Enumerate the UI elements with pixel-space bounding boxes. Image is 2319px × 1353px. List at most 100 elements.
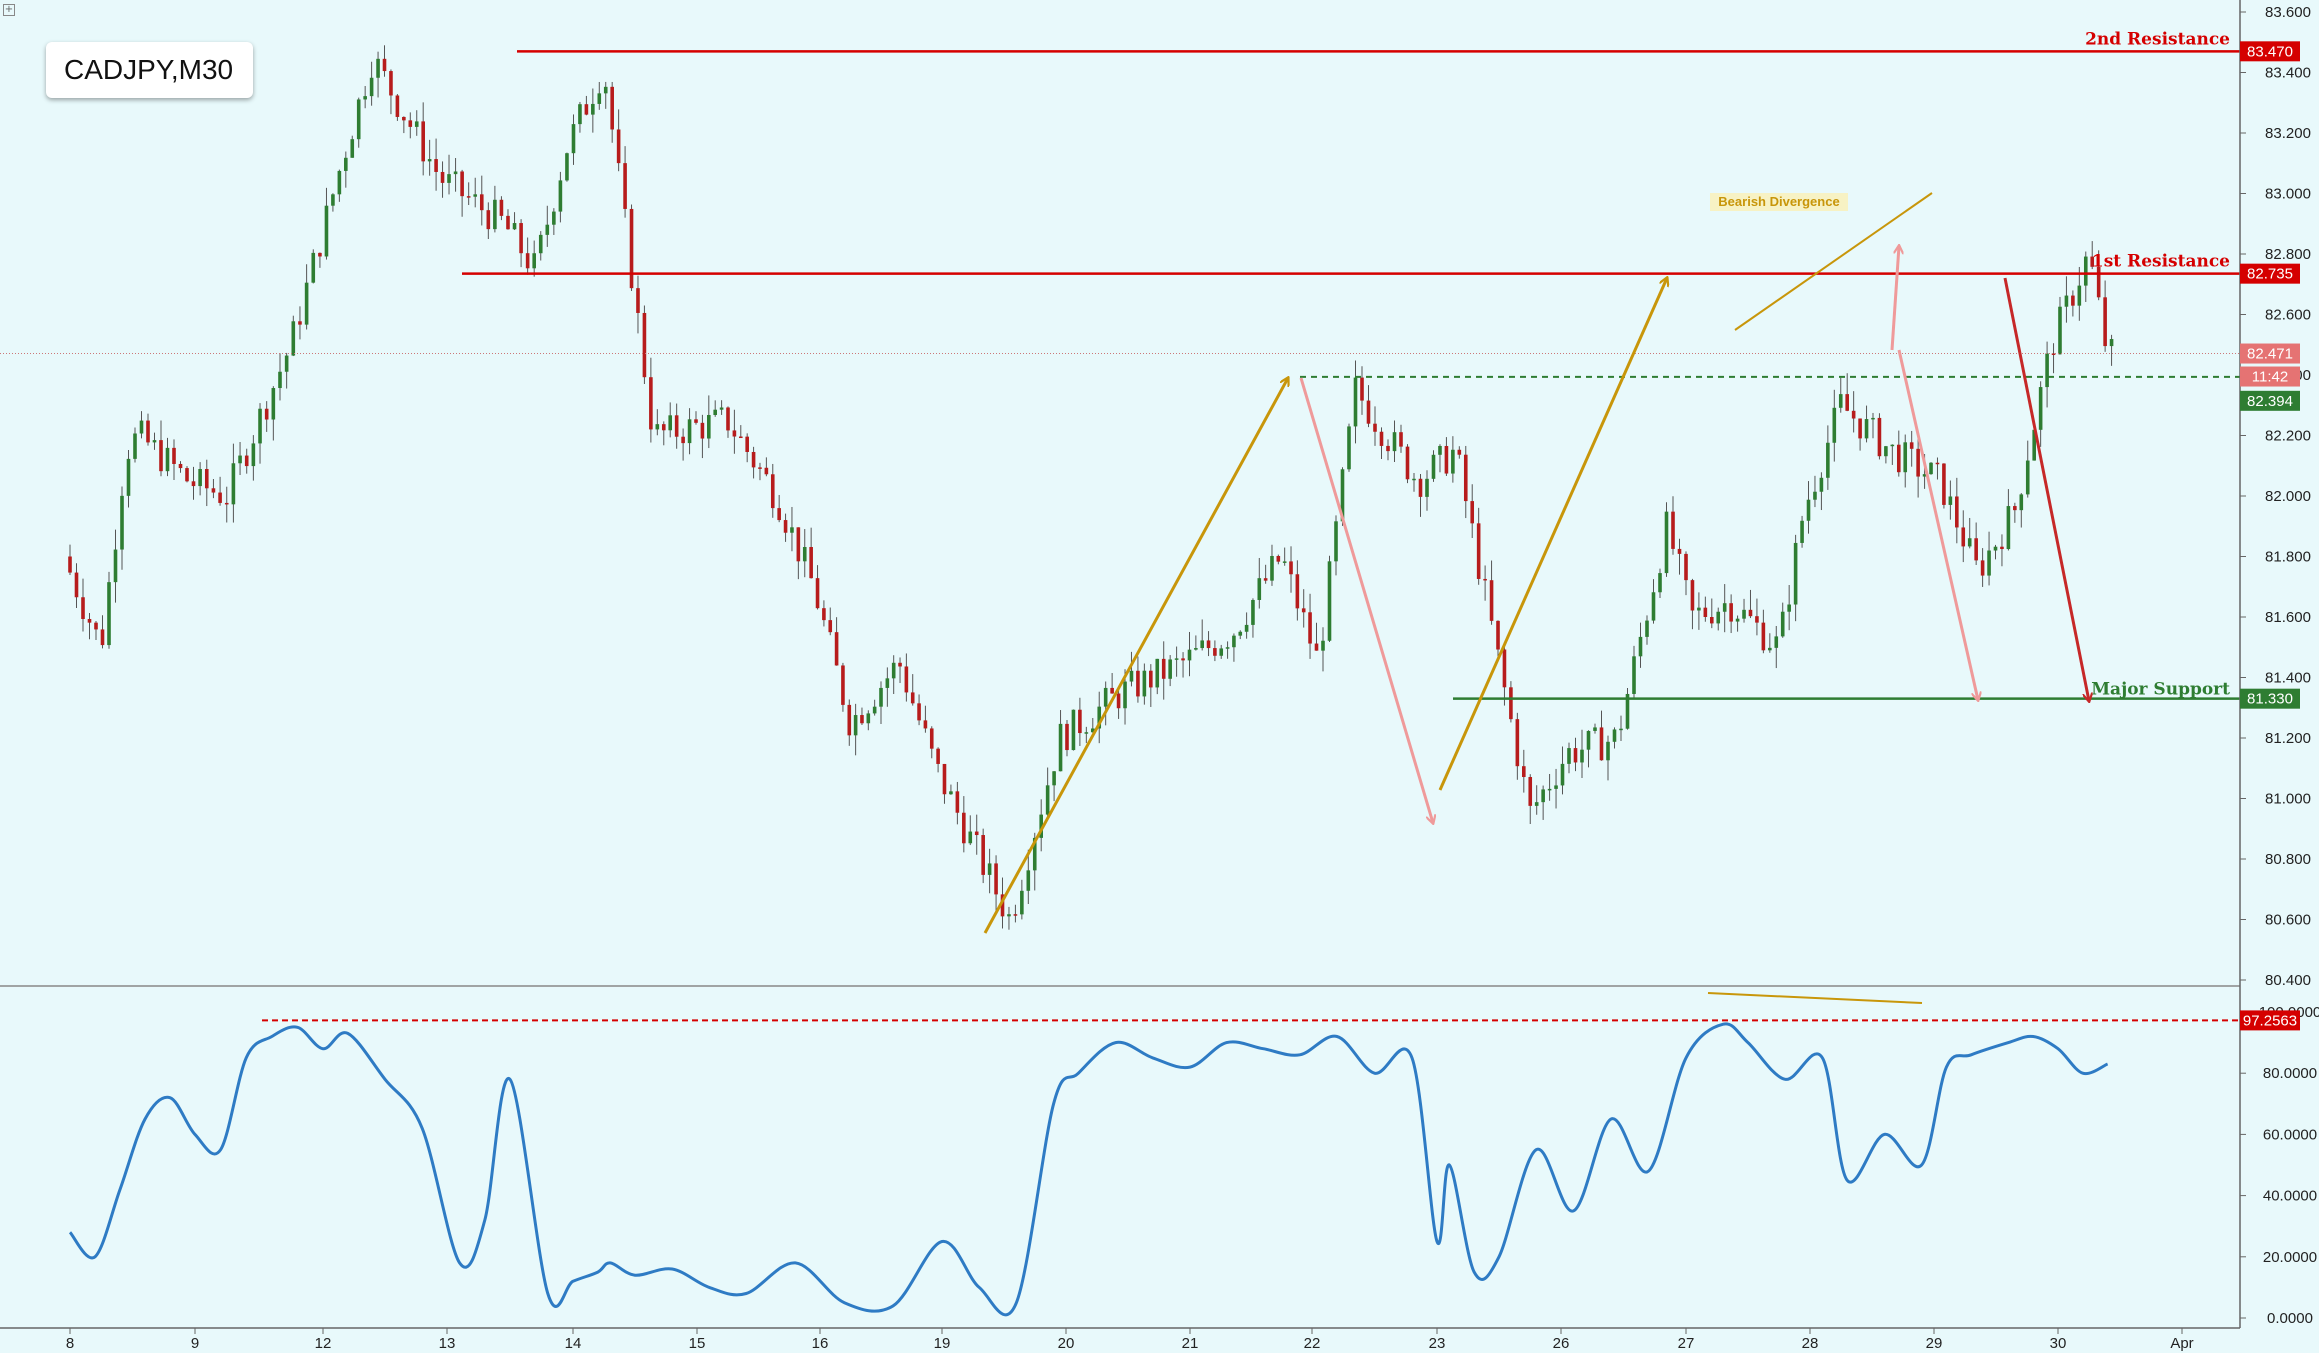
- price-tick-label: 81.400: [2265, 670, 2311, 687]
- oscillator-line: [68, 1022, 2109, 1317]
- price-tick-label: 80.400: [2265, 972, 2311, 989]
- up-arrow-2: [1438, 278, 1667, 791]
- candle-body: [642, 312, 647, 378]
- candle-body: [603, 86, 608, 94]
- candle-body: [2103, 297, 2107, 347]
- candle-body: [1955, 496, 1959, 528]
- candle-body: [146, 420, 150, 443]
- symbol-title[interactable]: CADJPY,M30: [46, 42, 254, 98]
- candle-body: [1257, 578, 1262, 600]
- candle-body: [1502, 649, 1507, 688]
- candle-body: [687, 419, 692, 444]
- down-arrow-1: [1299, 377, 1433, 823]
- candle-body: [1457, 449, 1462, 455]
- candle-body: [284, 355, 289, 372]
- candle-body: [271, 388, 276, 420]
- candlestick-series: [68, 45, 2114, 930]
- candle-body: [1651, 592, 1656, 621]
- candle-body: [591, 103, 595, 115]
- candle-body: [1418, 478, 1423, 497]
- candle-body: [1554, 785, 1558, 789]
- time-tick-label: 30: [2050, 1335, 2067, 1352]
- candle-body: [1219, 648, 1224, 656]
- candle-body: [623, 163, 627, 209]
- candle-body: [2083, 256, 2088, 286]
- candle-body: [866, 713, 871, 724]
- candle-body: [661, 424, 666, 431]
- price-tick-label: 80.600: [2265, 912, 2311, 929]
- candle-body: [681, 436, 685, 444]
- candle-body: [1476, 523, 1481, 579]
- candle-body: [1045, 785, 1050, 815]
- candle-body: [337, 170, 342, 195]
- divergence-label-bg: [1710, 193, 1848, 211]
- candle-body: [732, 430, 737, 437]
- candle-body: [2096, 266, 2101, 298]
- price-tick-label: 83.400: [2265, 65, 2311, 82]
- candle-body: [578, 104, 582, 125]
- candle-body: [224, 502, 229, 505]
- candle-body: [1110, 687, 1114, 694]
- time-tick-label: 12: [315, 1335, 332, 1352]
- tag-first-resistance-bg: [2240, 263, 2300, 284]
- tag-major-support: 81.330: [2247, 691, 2293, 708]
- candle-body: [473, 194, 478, 197]
- candle-body: [1386, 445, 1390, 452]
- candle-body: [1483, 578, 1487, 581]
- candle-body: [1463, 454, 1468, 502]
- candle-body: [1392, 432, 1397, 452]
- candle-body: [1071, 709, 1076, 751]
- candle-body: [538, 234, 543, 254]
- time-tick-label: 27: [1678, 1335, 1695, 1352]
- candle-body: [107, 582, 111, 646]
- candle-body: [1213, 648, 1217, 656]
- candle-body: [1586, 730, 1591, 750]
- first-resistance-label: 1st Resistance: [2092, 252, 2230, 272]
- candle-body: [2013, 506, 2017, 511]
- candle-body: [713, 409, 718, 415]
- candle-body: [738, 436, 743, 439]
- candle-body: [1871, 417, 1875, 420]
- candle-body: [1877, 417, 1882, 457]
- candle-body: [1353, 377, 1358, 427]
- candle-body: [1251, 599, 1255, 625]
- candle-body: [1703, 607, 1708, 618]
- candle-body: [904, 666, 909, 693]
- candle-body: [1961, 527, 1966, 547]
- candle-body: [2071, 295, 2075, 306]
- tag-current-price-bg: [2240, 343, 2300, 364]
- candle-body: [1026, 870, 1031, 891]
- candle-body: [1097, 706, 1102, 729]
- candle-body: [1916, 448, 1920, 477]
- candle-body: [1244, 624, 1249, 632]
- candle-body: [1909, 442, 1914, 449]
- candle-body: [758, 467, 762, 469]
- candle-body: [790, 527, 794, 533]
- divergence-label: Bearish Divergence: [1718, 194, 1839, 209]
- time-tick-label: 21: [1182, 1335, 1199, 1352]
- candle-body: [519, 223, 523, 254]
- candle-body: [942, 763, 947, 795]
- candle-body: [847, 704, 852, 736]
- candle-body: [1671, 511, 1675, 549]
- candle-body: [1142, 670, 1147, 697]
- candle-body: [74, 572, 79, 598]
- candle-body: [1684, 553, 1688, 581]
- time-tick-label: 16: [812, 1335, 829, 1352]
- candle-body: [466, 196, 471, 198]
- candle-body: [2090, 256, 2095, 267]
- up-arrow-3: [1890, 246, 1899, 351]
- candle-body: [2058, 306, 2062, 355]
- candle-body: [841, 665, 845, 705]
- candle-body: [616, 129, 621, 164]
- candle-body: [331, 194, 335, 206]
- candle-body: [1619, 728, 1623, 731]
- candle-body: [2032, 429, 2036, 461]
- candle-body: [707, 414, 711, 439]
- candle-body: [751, 451, 756, 468]
- expand-icon[interactable]: +: [3, 4, 15, 16]
- price-axis: 83.600 83.400 83.200 83.000 82.800 82.600 82.4…: [2239, 0, 2319, 1353]
- candle-body: [479, 194, 484, 211]
- candle-body: [1813, 491, 1817, 500]
- candle-body: [1405, 446, 1410, 480]
